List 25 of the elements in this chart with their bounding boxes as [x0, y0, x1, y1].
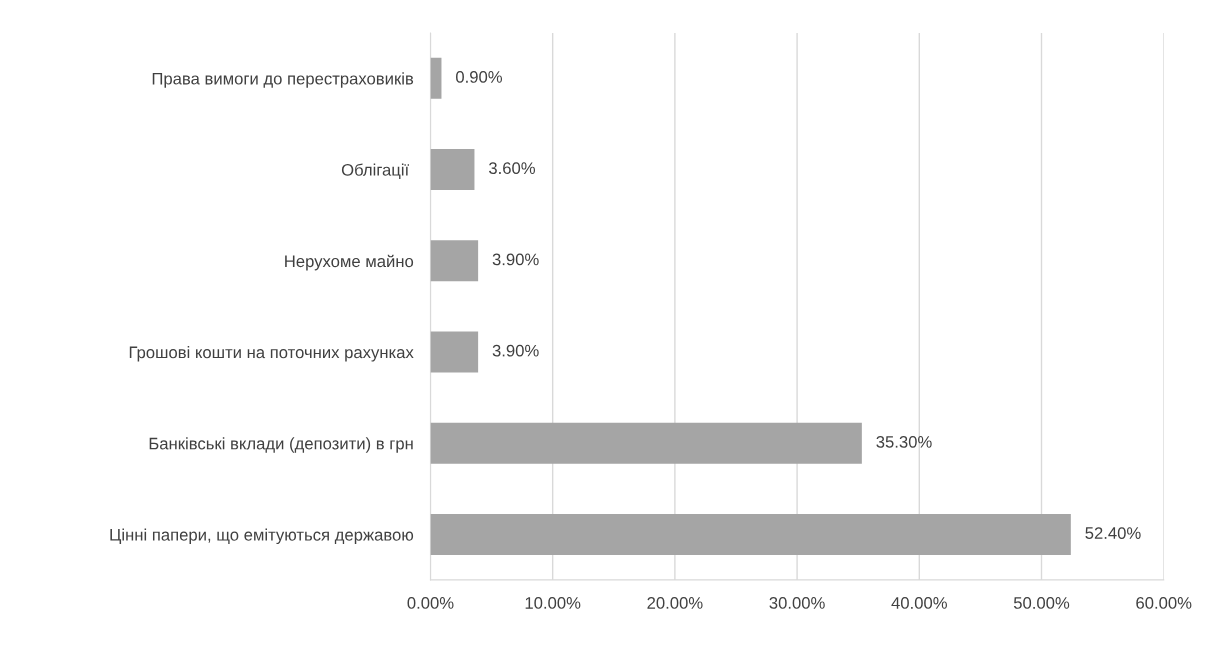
x-tick-label: 60.00%	[1136, 597, 1192, 609]
y-tick-label: Цінні папери, що емітуються державою	[110, 528, 414, 545]
x-tick-label: 30.00%	[769, 597, 825, 609]
y-tick-label: Облігації	[341, 163, 409, 179]
y-tick-label: Права вимоги до перестраховиків	[152, 72, 414, 88]
data-label: 3.90%	[492, 344, 539, 357]
data-label: 52.40%	[1085, 527, 1141, 539]
y-tick-label: Нерухоме майно	[285, 254, 414, 271]
bar	[430, 57, 442, 99]
x-tick-label: 10.00%	[525, 597, 581, 609]
data-label: 3.90%	[492, 253, 539, 266]
x-tick-label: 40.00%	[891, 597, 947, 609]
y-tick-label: Грошові кошти на поточних рахунках	[129, 346, 414, 362]
x-tick-label: 50.00%	[1013, 597, 1070, 609]
bar	[430, 514, 1071, 556]
data-label: 35.30%	[876, 435, 932, 448]
x-tick-label: 0.00%	[407, 597, 454, 609]
bar	[430, 240, 479, 282]
bar	[430, 331, 479, 373]
bar	[430, 422, 862, 464]
x-tick-label: 20.00%	[647, 597, 703, 609]
data-label: 0.90%	[456, 71, 503, 83]
data-label: 3.60%	[488, 162, 536, 175]
y-tick-label: Банківські вклади (депозити) в грн	[149, 437, 413, 453]
bar	[430, 149, 475, 191]
